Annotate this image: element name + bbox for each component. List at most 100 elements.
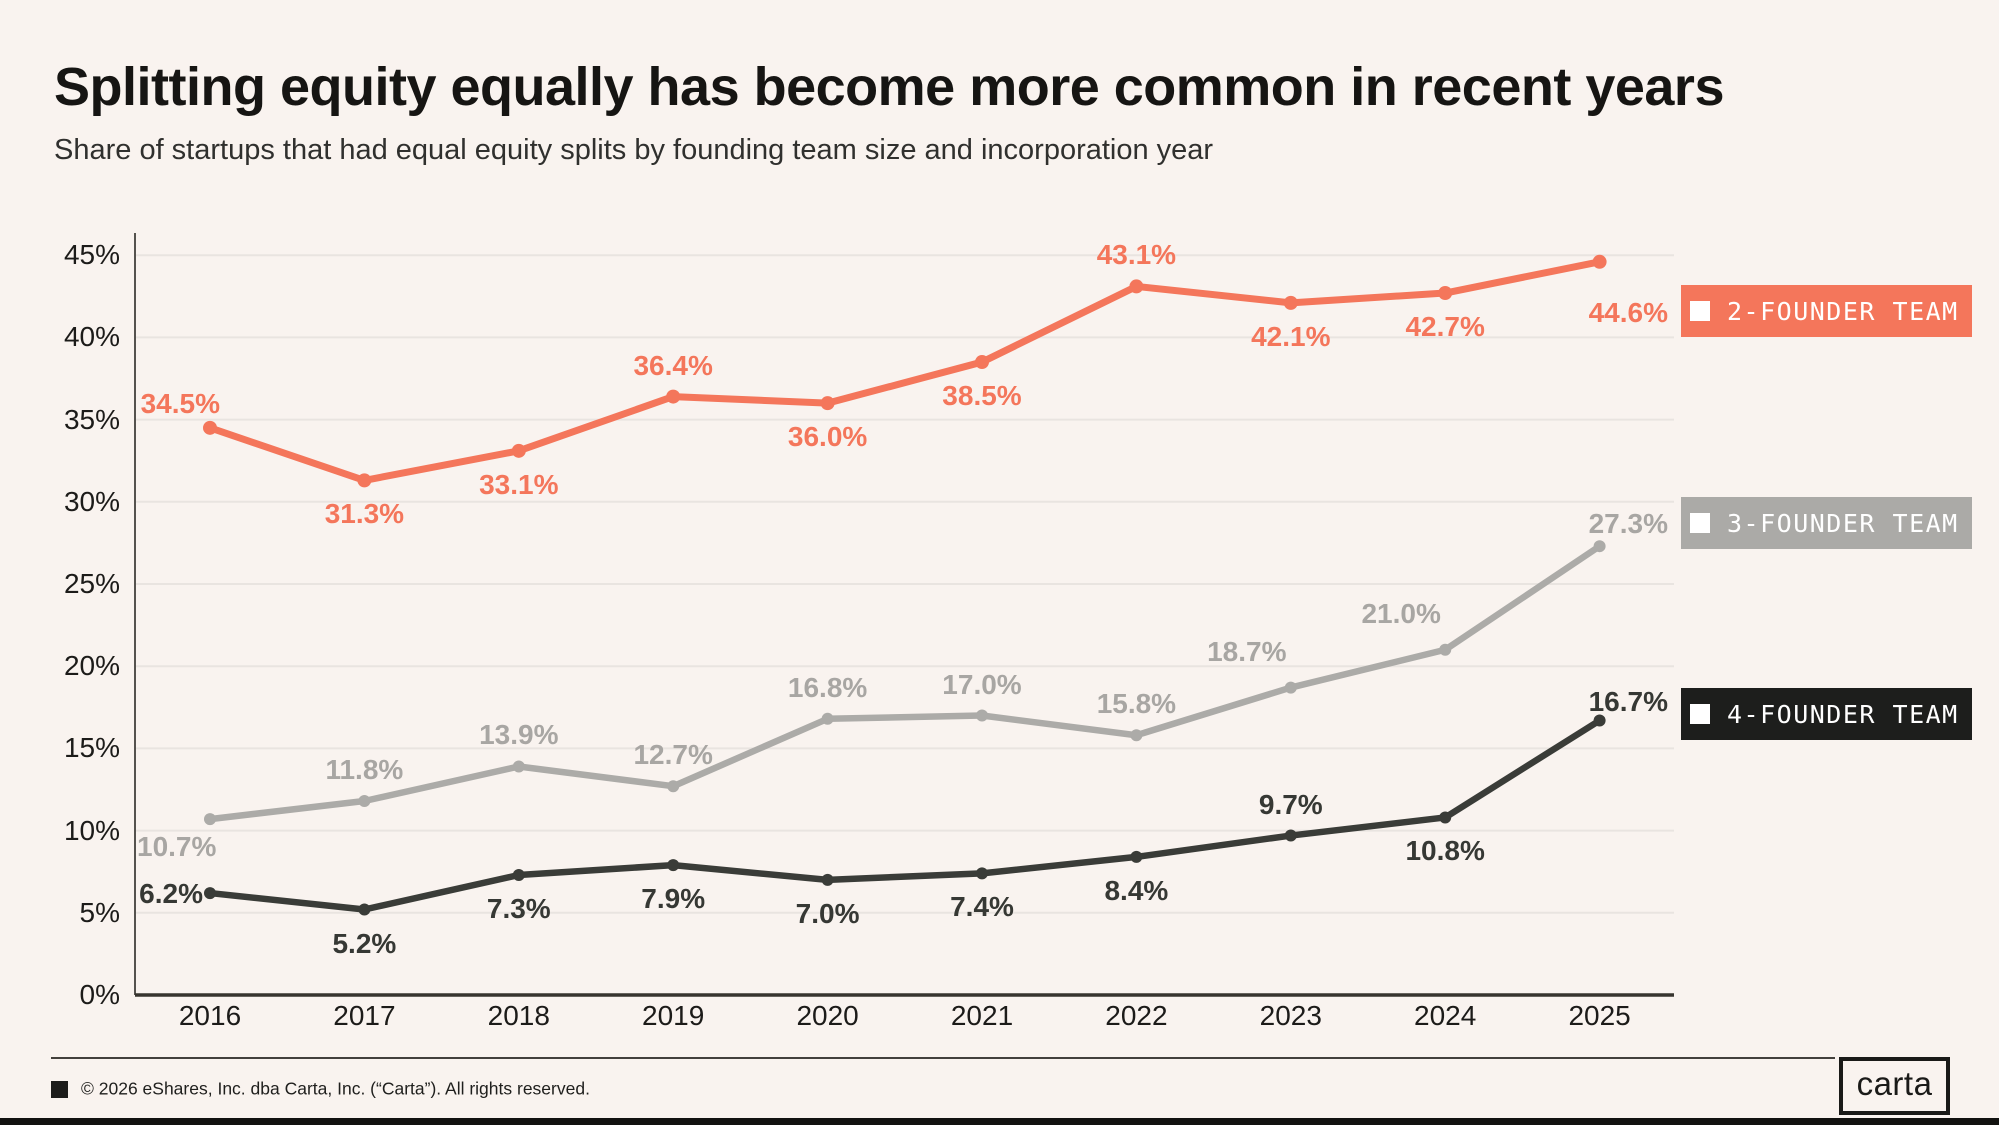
y-tick-label: 0%	[79, 979, 120, 1010]
data-point	[821, 873, 834, 886]
data-label: 12.7%	[633, 739, 713, 771]
data-point	[358, 795, 371, 808]
x-tick-label: 2021	[950, 1000, 1014, 1031]
x-tick-label: 2024	[1414, 1000, 1477, 1031]
bottom-accent-bar	[0, 1118, 1999, 1125]
y-tick-label: 45%	[63, 239, 120, 271]
data-label: 42.1%	[1251, 320, 1331, 352]
y-tick-label: 20%	[63, 650, 120, 682]
y-tick-label: 35%	[63, 403, 120, 435]
data-label: 38.5%	[942, 380, 1022, 412]
legend-label: 4-FOUNDER TEAM	[1727, 699, 1959, 729]
data-point	[1284, 681, 1297, 694]
data-label: 18.7%	[1207, 635, 1287, 667]
legend-swatch-icon	[1690, 513, 1710, 533]
data-label: 31.3%	[324, 498, 405, 530]
data-point	[1439, 811, 1452, 824]
data-label: 13.9%	[479, 719, 559, 751]
carta-logo-text: carta	[1856, 1065, 1933, 1102]
legend-swatch-icon	[1690, 301, 1710, 321]
carta-logo: carta	[1839, 1057, 1950, 1115]
data-point	[1130, 850, 1143, 863]
data-point	[1284, 829, 1297, 842]
data-label: 36.0%	[787, 421, 868, 453]
data-point	[358, 903, 371, 916]
x-tick-label: 2025	[1568, 1000, 1631, 1031]
y-tick-label: 10%	[63, 814, 120, 846]
data-label: 33.1%	[479, 468, 559, 500]
y-tick-label: 5%	[79, 896, 120, 928]
data-label: 16.8%	[787, 671, 868, 703]
data-label: 7.0%	[795, 897, 860, 929]
data-point	[357, 473, 372, 488]
data-label: 16.7%	[1588, 686, 1668, 717]
data-label: 7.9%	[641, 883, 706, 915]
data-label: 7.4%	[950, 891, 1014, 923]
data-point	[511, 443, 526, 458]
data-point	[1438, 286, 1453, 301]
legend-label: 3-FOUNDER TEAM	[1727, 508, 1959, 538]
data-label: 5.2%	[332, 927, 397, 959]
data-label: 43.1%	[1096, 239, 1177, 271]
data-label: 15.8%	[1096, 688, 1177, 720]
data-label: 10.8%	[1405, 835, 1485, 867]
legend-2-founder-team: 2-FOUNDER TEAM	[1681, 285, 1972, 337]
data-point	[1593, 540, 1606, 553]
series-line-4-founder-team	[206, 717, 1603, 913]
data-label: 9.7%	[1258, 788, 1323, 820]
data-point	[1129, 279, 1144, 294]
footer-copyright: © 2026 eShares, Inc. dba Carta, Inc. (“C…	[81, 1078, 590, 1099]
data-point	[1130, 729, 1143, 742]
data-label: 36.4%	[633, 349, 713, 381]
y-tick-label: 30%	[63, 485, 120, 517]
data-label: 6.2%	[139, 878, 203, 909]
data-point	[204, 887, 216, 900]
data-point	[204, 813, 216, 826]
x-tick-label: 2019	[642, 1000, 705, 1031]
data-label: 44.6%	[1588, 297, 1668, 328]
legend-swatch-icon	[1690, 704, 1710, 724]
data-label: 42.7%	[1405, 311, 1485, 342]
data-point	[975, 355, 989, 370]
data-label: 27.3%	[1588, 508, 1668, 539]
chart-title: Splitting equity equally has become more…	[54, 57, 1724, 117]
legend-4-founder-team: 4-FOUNDER TEAM	[1681, 688, 1972, 740]
data-point	[821, 712, 834, 725]
data-point	[203, 420, 217, 435]
data-label: 34.5%	[140, 388, 220, 419]
x-tick-label: 2020	[796, 1000, 859, 1031]
data-point	[512, 868, 525, 881]
legend-3-founder-team: 3-FOUNDER TEAM	[1681, 497, 1972, 549]
y-tick-label: 15%	[63, 732, 120, 764]
data-point	[1439, 643, 1452, 656]
series-line-3-founder-team	[206, 542, 1603, 823]
x-tick-label: 2018	[487, 1000, 550, 1031]
data-label: 7.3%	[486, 892, 551, 924]
data-point	[820, 396, 835, 411]
data-point	[976, 709, 988, 722]
y-tick-label: 40%	[63, 321, 120, 353]
data-point	[1592, 254, 1607, 269]
x-tick-label: 2023	[1259, 1000, 1322, 1031]
footer-square-icon	[51, 1081, 68, 1098]
data-point	[667, 859, 680, 872]
legend-label: 2-FOUNDER TEAM	[1727, 296, 1959, 326]
data-point	[512, 760, 525, 773]
footer-divider	[51, 1057, 1835, 1059]
data-point	[666, 389, 681, 404]
data-point	[1593, 714, 1606, 727]
y-tick-label: 25%	[63, 568, 120, 599]
data-point	[667, 780, 680, 793]
data-label: 21.0%	[1361, 597, 1441, 629]
data-point	[1283, 295, 1298, 310]
x-tick-label: 2022	[1105, 1000, 1168, 1031]
series-line-2-founder-team	[206, 258, 1604, 484]
data-label: 10.7%	[137, 831, 217, 862]
data-label: 11.8%	[325, 754, 404, 785]
x-tick-label: 2016	[178, 1000, 242, 1031]
data-point	[976, 867, 988, 880]
data-label: 17.0%	[942, 668, 1022, 700]
x-tick-label: 2017	[333, 1000, 396, 1031]
